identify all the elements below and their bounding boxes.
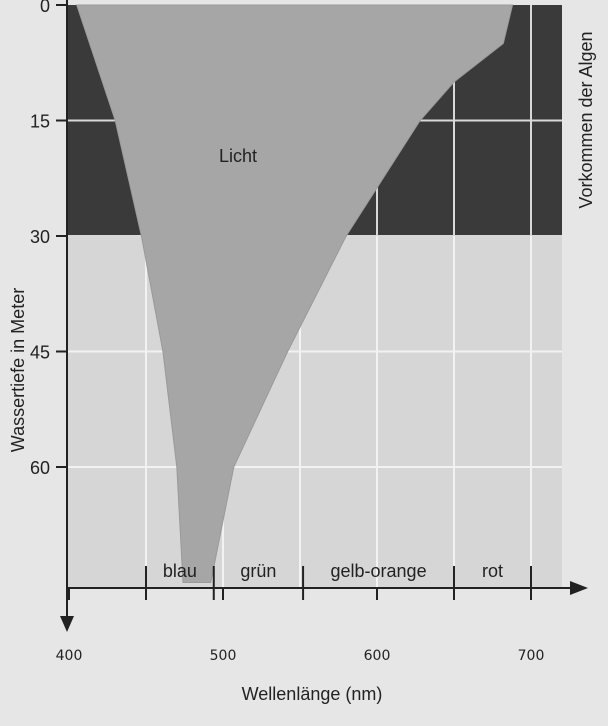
x-tick-label-700: 700 (518, 648, 545, 664)
labels: Licht 0 15 30 45 60 400 500 600 700 blau grün gelb-o… (8, 0, 596, 704)
x-tick-label-400: 400 (56, 648, 83, 664)
area-label: Licht (219, 146, 257, 166)
band-label-grün: grün (240, 561, 276, 581)
y-tick-label-15: 15 (30, 112, 50, 132)
y-tick-label-0: 0 (40, 0, 50, 16)
y-tick-label-30: 30 (30, 227, 50, 247)
x-tick-label-500: 500 (210, 648, 237, 664)
y-tick-label-60: 60 (30, 458, 50, 478)
band-label-rot: rot (482, 561, 503, 581)
light-area-group (76, 4, 514, 583)
right-axis-title: Vorkommen der Algen (576, 31, 596, 208)
axes (56, 0, 588, 632)
band-label-gelb-orange: gelb-orange (331, 561, 427, 581)
y-tick-label-45: 45 (30, 343, 50, 363)
x-axis-arrow (570, 581, 588, 595)
y-axis-arrow (60, 616, 74, 632)
band-label-blau: blau (163, 561, 197, 581)
light-area (76, 4, 514, 583)
y-axis-title: Wassertiefe in Meter (8, 288, 28, 452)
x-axis-title: Wellenlänge (nm) (242, 684, 383, 704)
x-tick-label-600: 600 (364, 648, 391, 664)
